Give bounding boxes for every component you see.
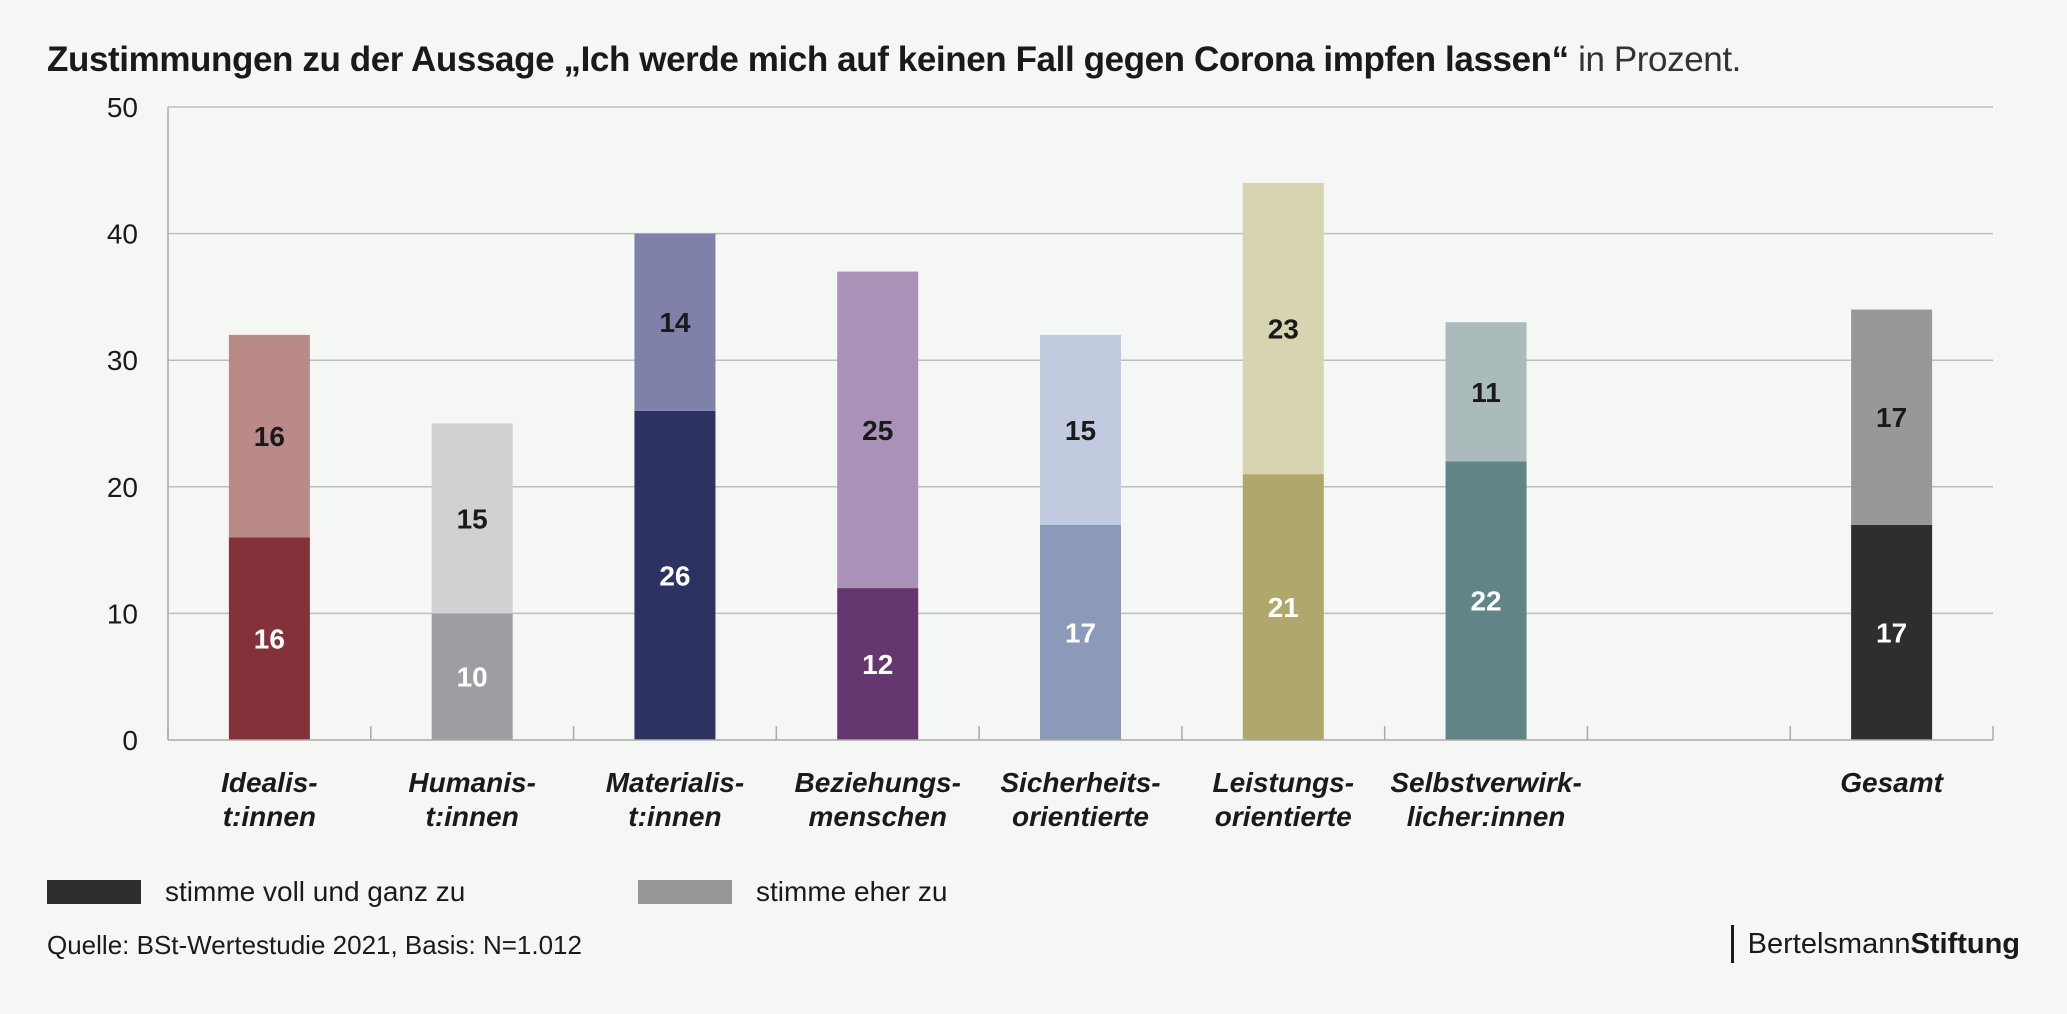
bar-segment-eher-4 <box>1040 334 1121 525</box>
data-label-eher-3: 25 <box>862 415 893 446</box>
category-label-8-line1: Gesamt <box>1840 767 1944 798</box>
legend-swatch-voll <box>47 880 141 904</box>
bar-segment-voll-8 <box>1851 524 1933 740</box>
bar-segment-eher-3 <box>837 271 919 589</box>
brand-divider <box>1730 925 1734 963</box>
data-label-eher-1: 15 <box>457 503 488 534</box>
chart-title-main: Zustimmungen zu der Aussage „Ich werde m… <box>47 40 1569 79</box>
data-label-eher-8: 17 <box>1876 402 1907 433</box>
category-label-2-line1: Materialis- <box>606 767 745 798</box>
category-label-5-line2: orientierte <box>1215 801 1352 832</box>
y-tick-label-50: 50 <box>107 92 138 123</box>
bar-segment-eher-6 <box>1445 322 1527 462</box>
bar-segment-voll-1 <box>431 613 513 740</box>
bars: 16 16 10 15 26 14 12 25 17 15 21 23 22 11 17 17 <box>228 182 1933 740</box>
data-label-voll-5: 21 <box>1268 592 1299 623</box>
y-tick-label-10: 10 <box>107 598 138 629</box>
brand-name-regular: Bertelsmann <box>1747 927 1911 960</box>
bar-segment-voll-2 <box>634 410 716 740</box>
data-label-voll-6: 22 <box>1470 586 1501 617</box>
y-tick-label-0: 0 <box>122 725 138 756</box>
category-label-1-line2: t:innen <box>426 801 519 832</box>
data-label-eher-5: 23 <box>1268 314 1299 345</box>
bar-segment-voll-0 <box>228 537 310 740</box>
data-label-eher-2: 14 <box>659 307 691 338</box>
source-note: Quelle: BSt-Wertestudie 2021, Basis: N=1… <box>47 930 582 960</box>
bar-segment-voll-3 <box>837 588 919 740</box>
legend-label-eher: stimme eher zu <box>756 876 948 907</box>
legend-label-voll: stimme voll und ganz zu <box>165 876 466 907</box>
category-label-3-line2: menschen <box>808 801 947 832</box>
axes <box>167 107 1994 741</box>
data-label-voll-2: 26 <box>659 560 690 591</box>
bar-segment-voll-4 <box>1040 524 1121 740</box>
brand-name-bold: Stiftung <box>1910 927 2020 960</box>
category-label-6-line1: Selbstverwirk- <box>1390 767 1581 798</box>
data-label-voll-1: 10 <box>457 662 488 693</box>
bar-segment-eher-0 <box>228 334 310 538</box>
data-label-voll-8: 17 <box>1876 617 1907 648</box>
bar-segment-voll-5 <box>1242 474 1324 740</box>
y-tick-label-30: 30 <box>107 345 138 376</box>
brand-logo: BertelsmannStiftung <box>1730 924 2020 964</box>
data-label-voll-3: 12 <box>862 649 893 680</box>
y-tick-label-40: 40 <box>107 219 138 250</box>
bar-segment-eher-1 <box>431 423 513 614</box>
category-label-0-line1: Idealis- <box>221 767 317 798</box>
category-label-3-line1: Beziehungs- <box>794 767 960 798</box>
category-label-4-line1: Sicherheits- <box>1000 767 1160 798</box>
y-axis-tick-labels: 0 10 20 30 40 50 <box>107 92 138 756</box>
data-label-eher-0: 16 <box>254 421 285 452</box>
category-label-5-line1: Leistungs- <box>1212 767 1354 798</box>
bar-segment-eher-2 <box>634 233 716 411</box>
legend-swatch-eher <box>638 880 732 904</box>
category-labels: Idealis-t:innenHumanis-t:innenMaterialis… <box>221 767 1944 832</box>
category-label-4-line2: orientierte <box>1012 801 1149 832</box>
bar-segment-eher-8 <box>1851 309 1933 525</box>
y-tick-label-20: 20 <box>107 472 138 503</box>
bar-segment-voll-6 <box>1445 461 1527 740</box>
brand-name: BertelsmannStiftung <box>1748 928 2020 961</box>
data-label-voll-4: 17 <box>1065 617 1096 648</box>
data-label-voll-0: 16 <box>254 624 285 655</box>
chart-title-unit: in Prozent. <box>1578 40 1741 79</box>
bar-segment-eher-5 <box>1242 182 1324 475</box>
data-label-eher-4: 15 <box>1065 415 1096 446</box>
category-label-0-line2: t:innen <box>223 801 316 832</box>
category-label-6-line2: licher:innen <box>1407 801 1566 832</box>
data-label-eher-6: 11 <box>1471 377 1501 408</box>
category-label-1-line1: Humanis- <box>408 767 536 798</box>
category-label-2-line2: t:innen <box>628 801 721 832</box>
stacked-bar-chart: 0 10 20 30 40 50 16 16 10 15 26 14 12 25 17 15 21 23 22 11… <box>107 92 1994 832</box>
chart-title: Zustimmungen zu der Aussage „Ich werde m… <box>47 40 1741 80</box>
